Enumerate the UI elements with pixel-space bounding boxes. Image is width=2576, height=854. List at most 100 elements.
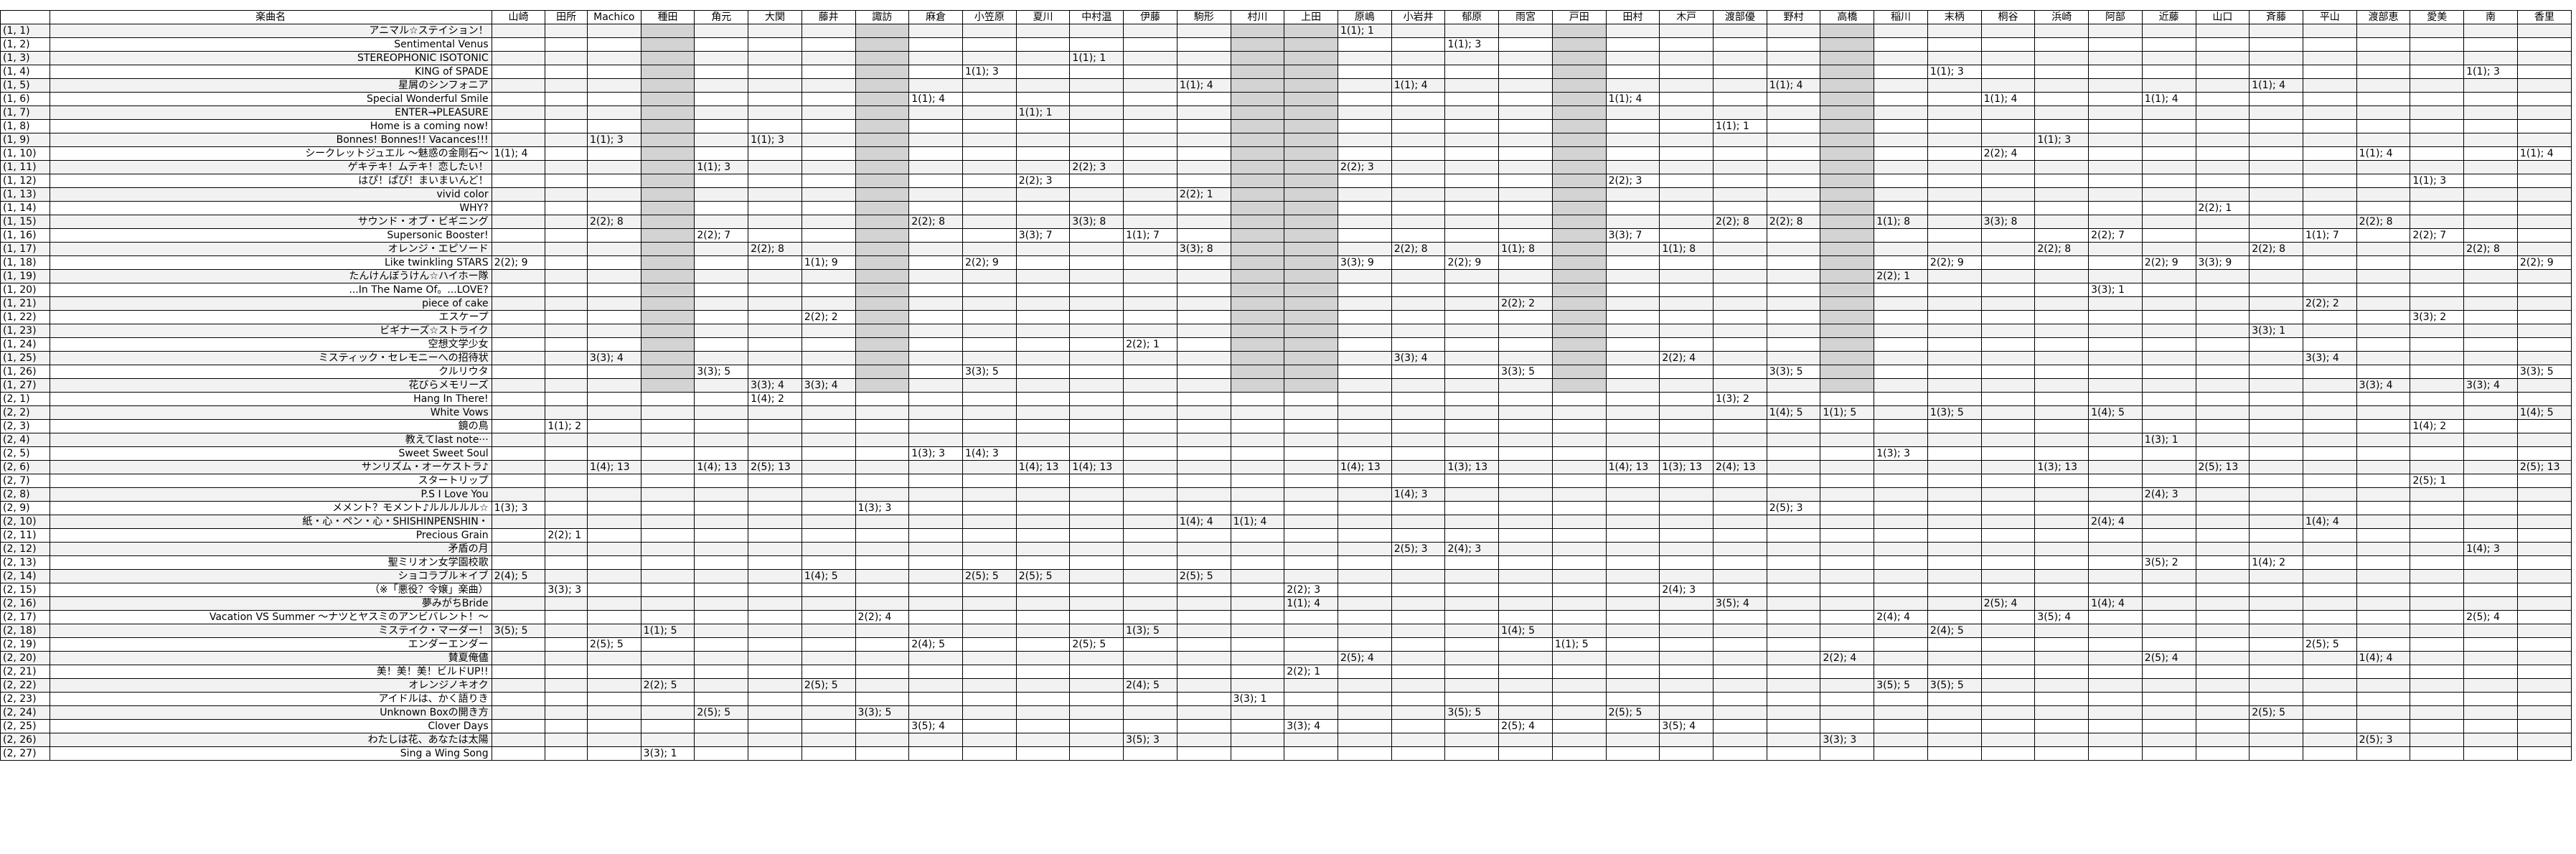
assignment-cell: [1015, 515, 1071, 529]
assignment-cell: [1391, 283, 1446, 297]
assignment-cell: [2141, 392, 2196, 406]
assignment-cell: [1713, 160, 1767, 174]
assignment-cell: [1015, 487, 1071, 502]
assignment-cell: [1551, 133, 1607, 147]
assignment-cell: [1498, 392, 1553, 406]
assignment-cell: [1284, 324, 1339, 338]
assignment-cell: [2141, 310, 2196, 324]
assignment-cell: [2249, 569, 2303, 583]
assignment-cell: [2034, 733, 2090, 747]
assignment-cell: [694, 474, 749, 488]
assignment-cell: [1659, 528, 1714, 543]
assignment-cell: [491, 378, 546, 393]
assignment-cell: 1(1); 7: [2302, 228, 2357, 243]
song-title: 星屑のシンフォニア: [49, 78, 492, 93]
assignment-cell: [1391, 651, 1446, 665]
assignment-cell: [2356, 678, 2411, 693]
assignment-cell: [1176, 637, 1231, 652]
assignment-cell: [908, 24, 963, 38]
assignment-cell: 2(2); 1: [545, 528, 588, 543]
assignment-cell: [2410, 542, 2465, 556]
assignment-cell: [1230, 37, 1285, 52]
assignment-cell: [1713, 24, 1767, 38]
assignment-cell: [1659, 146, 1714, 161]
assignment-cell: [1123, 24, 1177, 38]
assignment-cell: 2(2); 3: [1605, 174, 1660, 188]
assignment-cell: [2516, 555, 2572, 570]
assignment-cell: [2410, 133, 2465, 147]
assignment-cell: [2463, 296, 2518, 311]
assignment-cell: 1(4); 4: [2356, 651, 2411, 665]
assignment-cell: [801, 119, 856, 133]
assignment-cell: 1(4); 13: [1605, 460, 1660, 474]
assignment-cell: [1069, 310, 1124, 324]
assignment-cell: [1605, 419, 1660, 433]
assignment-cell: [1230, 433, 1285, 447]
assignment-cell: [1391, 310, 1446, 324]
assignment-cell: [1927, 515, 1982, 529]
assignment-cell: [2356, 596, 2411, 611]
assignment-cell: [2195, 719, 2250, 733]
assignment-cell: [1551, 365, 1607, 379]
assignment-cell: [1284, 187, 1339, 202]
assignment-cell: [1551, 160, 1607, 174]
assignment-cell: [1713, 228, 1767, 243]
assignment-cell: [1766, 651, 1821, 665]
assignment-cell: [2034, 119, 2090, 133]
member-header: 駒形: [1176, 10, 1231, 24]
assignment-cell: [962, 542, 1017, 556]
assignment-cell: [2463, 405, 2518, 420]
assignment-cell: [2516, 160, 2572, 174]
assignment-cell: [2463, 583, 2518, 597]
assignment-cell: [1176, 405, 1231, 420]
assignment-cell: [586, 419, 641, 433]
assignment-cell: [694, 269, 749, 283]
assignment-cell: [2410, 296, 2465, 311]
assignment-cell: [1551, 310, 1607, 324]
assignment-cell: [962, 119, 1017, 133]
assignment-cell: [640, 433, 695, 447]
assignment-cell: [1820, 705, 1875, 720]
assignment-cell: [1391, 719, 1446, 733]
assignment-cell: [1766, 692, 1821, 706]
assignment-cell: [1874, 433, 1928, 447]
assignment-cell: [1874, 324, 1928, 338]
assignment-cell: [2302, 187, 2357, 202]
assignment-cell: [2088, 269, 2143, 283]
assignment-cell: [1713, 555, 1767, 570]
assignment-cell: [491, 174, 546, 188]
assignment-cell: [2302, 474, 2357, 488]
row-key: (2, 26): [0, 733, 50, 747]
assignment-cell: [1338, 78, 1392, 93]
assignment-cell: [545, 337, 588, 352]
assignment-cell: [586, 542, 641, 556]
assignment-cell: [1230, 596, 1285, 611]
assignment-cell: [1284, 515, 1339, 529]
assignment-cell: [1820, 419, 1875, 433]
song-title: 夢みがちBride: [49, 596, 492, 611]
member-header: 田村: [1605, 10, 1660, 24]
assignment-cell: [2249, 733, 2303, 747]
assignment-cell: [1498, 37, 1553, 52]
song-title: Bonnes! Bonnes!! Vacances!!!: [49, 133, 492, 147]
row-key: (1, 15): [0, 215, 50, 229]
assignment-cell: [1605, 37, 1660, 52]
assignment-cell: [2141, 228, 2196, 243]
assignment-cell: [2088, 446, 2143, 461]
table-row: (2, 12) 矛盾の月 2(5); 3 2(4); 3 1(4); 3: [0, 542, 2572, 556]
assignment-cell: 2(5); 4: [2463, 610, 2518, 624]
assignment-cell: [2195, 310, 2250, 324]
assignment-cell: [694, 610, 749, 624]
assignment-cell: [586, 51, 641, 65]
assignment-cell: [1069, 119, 1124, 133]
assignment-cell: [908, 569, 963, 583]
assignment-cell: [1230, 419, 1285, 433]
assignment-cell: [1230, 474, 1285, 488]
assignment-cell: [1338, 324, 1392, 338]
assignment-cell: [1338, 378, 1392, 393]
assignment-cell: [1874, 569, 1928, 583]
assignment-cell: [1069, 269, 1124, 283]
assignment-cell: [545, 637, 588, 652]
assignment-cell: [1820, 746, 1875, 761]
assignment-cell: [1980, 119, 2036, 133]
